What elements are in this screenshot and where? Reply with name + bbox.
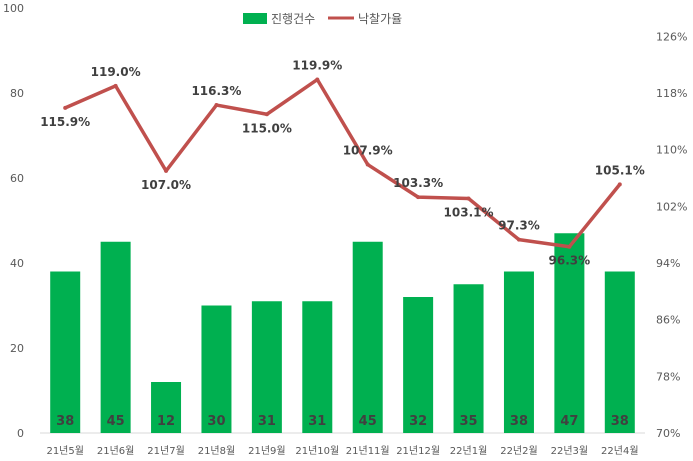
bar bbox=[251, 301, 282, 433]
y-left-tick-label: 100 bbox=[3, 2, 24, 15]
bar-data-label: 38 bbox=[56, 414, 74, 429]
y-left-tick-label: 20 bbox=[10, 342, 24, 355]
rate-point bbox=[516, 237, 521, 242]
x-tick-label: 22년1월 bbox=[450, 445, 488, 457]
bar bbox=[554, 233, 585, 433]
y-left-tick-label: 40 bbox=[10, 257, 24, 270]
bar-data-label: 12 bbox=[157, 414, 175, 429]
bar bbox=[352, 241, 383, 433]
rate-data-label: 119.9% bbox=[292, 59, 342, 73]
y-left-tick-label: 0 bbox=[17, 427, 24, 440]
bar bbox=[453, 284, 484, 433]
legend-swatch-bar bbox=[243, 13, 267, 24]
x-tick-label: 22년3월 bbox=[551, 445, 589, 457]
bar bbox=[50, 271, 81, 433]
bar-data-label: 31 bbox=[258, 414, 276, 429]
bar-data-label: 45 bbox=[107, 414, 125, 429]
bar bbox=[151, 382, 182, 433]
bar bbox=[403, 297, 434, 433]
rate-line bbox=[64, 77, 622, 249]
rate-point bbox=[214, 103, 219, 108]
rate-point bbox=[264, 112, 269, 117]
bar bbox=[503, 271, 534, 433]
rate-point bbox=[63, 105, 68, 110]
rate-point bbox=[416, 195, 421, 200]
rate-data-label: 97.3% bbox=[498, 219, 540, 233]
rate-data-label: 107.9% bbox=[343, 144, 393, 158]
rate-data-label: 115.9% bbox=[40, 115, 90, 129]
x-tick-label: 22년4월 bbox=[601, 445, 639, 457]
y-right-tick-label: 94% bbox=[656, 257, 680, 270]
x-tick-label: 22년2월 bbox=[500, 445, 538, 457]
rate-data-label: 103.3% bbox=[393, 176, 443, 190]
bar-data-label: 38 bbox=[510, 414, 528, 429]
y-right-tick-label: 102% bbox=[656, 200, 687, 213]
x-tick-label: 21년11월 bbox=[346, 445, 390, 457]
x-tick-label: 21년7월 bbox=[147, 445, 185, 457]
bar bbox=[100, 241, 131, 433]
bar-data-label: 45 bbox=[359, 414, 377, 429]
legend: 진행건수 낙찰가율 bbox=[243, 11, 402, 26]
rate-data-label: 107.0% bbox=[141, 178, 191, 192]
y-left-tick-label: 80 bbox=[10, 87, 24, 100]
rate-point bbox=[567, 244, 572, 249]
x-tick-label: 21년10월 bbox=[295, 445, 339, 457]
rate-data-label: 115.0% bbox=[242, 121, 292, 135]
bar-data-label: 47 bbox=[560, 414, 578, 429]
rate-data-label: 103.1% bbox=[444, 206, 494, 220]
rate-point bbox=[113, 83, 118, 88]
y-right-tick-label: 86% bbox=[656, 314, 680, 327]
bar bbox=[201, 305, 232, 433]
bar bbox=[604, 271, 635, 433]
rate-point bbox=[365, 162, 370, 167]
rate-data-label: 105.1% bbox=[595, 163, 645, 177]
legend-label-line: 낙찰가율 bbox=[358, 12, 402, 26]
rate-point bbox=[164, 168, 169, 173]
bar-series bbox=[50, 233, 635, 433]
rate-point bbox=[466, 196, 471, 201]
rate-data-label: 119.0% bbox=[91, 65, 141, 79]
y-left-tick-label: 60 bbox=[10, 172, 24, 185]
rate-data-label: 116.3% bbox=[191, 84, 241, 98]
y-right-tick-label: 110% bbox=[656, 144, 687, 157]
data-labels: 38 45 12 30 31 31 45 32 35 38 47 38 115.9% 119.0% 107.… bbox=[40, 59, 645, 429]
legend-label-bar: 진행건수 bbox=[271, 11, 315, 26]
x-tick-label: 21년5월 bbox=[46, 445, 84, 457]
bar-data-label: 35 bbox=[459, 414, 477, 429]
bar-data-label: 30 bbox=[207, 414, 225, 429]
rate-point bbox=[315, 77, 320, 82]
bar-data-label: 38 bbox=[611, 414, 629, 429]
bar-data-label: 31 bbox=[308, 414, 326, 429]
bar bbox=[302, 301, 333, 433]
y-right-tick-label: 126% bbox=[656, 30, 687, 43]
rate-point bbox=[617, 182, 622, 187]
x-tick-label: 21년12월 bbox=[396, 445, 440, 457]
x-tick-label: 21년9월 bbox=[248, 445, 286, 457]
bar-data-label: 32 bbox=[409, 414, 427, 429]
x-tick-label: 21년6월 bbox=[97, 445, 135, 457]
y-right-tick-label: 118% bbox=[656, 87, 687, 100]
x-tick-label: 21년8월 bbox=[198, 445, 236, 457]
y-right-tick-label: 70% bbox=[656, 427, 680, 440]
rate-data-label: 96.3% bbox=[549, 254, 591, 268]
line-series bbox=[63, 77, 622, 249]
axes: 0 20 40 60 80 100 70% 78% 86% 94% 102% 110% 118% 126%… bbox=[3, 2, 687, 457]
y-right-tick-label: 78% bbox=[656, 370, 680, 383]
